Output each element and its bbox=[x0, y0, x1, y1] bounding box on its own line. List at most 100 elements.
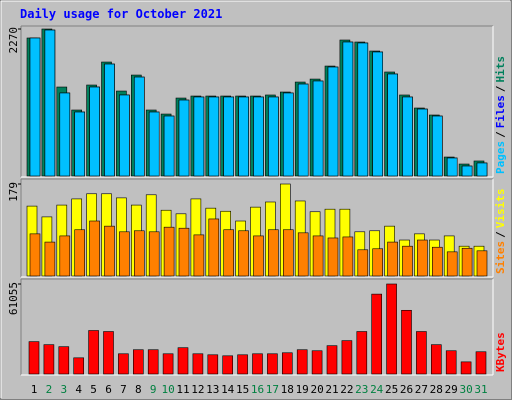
legend: Pages / Files / Hits bbox=[494, 56, 507, 174]
bar bbox=[387, 241, 398, 277]
bar bbox=[281, 352, 293, 375]
bar bbox=[238, 96, 249, 177]
x-tick-label: 10 bbox=[161, 383, 174, 396]
bar bbox=[297, 83, 309, 177]
legend-entry: Visits bbox=[494, 189, 507, 229]
bar bbox=[44, 241, 56, 277]
bar bbox=[59, 235, 71, 277]
x-tick-label: 11 bbox=[176, 383, 189, 396]
bar bbox=[193, 234, 205, 277]
bar bbox=[43, 344, 55, 375]
legend-separator: / bbox=[494, 131, 507, 138]
bar bbox=[89, 220, 100, 277]
bar bbox=[223, 229, 234, 277]
legend-entry: Pages bbox=[494, 141, 507, 174]
bar bbox=[461, 247, 473, 277]
x-tick-label: 14 bbox=[221, 383, 235, 396]
bar bbox=[372, 248, 384, 277]
y-tick-label: 179 bbox=[7, 182, 20, 202]
bar bbox=[312, 80, 324, 177]
bar bbox=[282, 229, 294, 277]
bar bbox=[460, 361, 472, 375]
bar bbox=[208, 96, 220, 177]
bar bbox=[430, 344, 442, 375]
legend-entry: KBytes bbox=[494, 332, 507, 372]
legend-entry: Hits bbox=[494, 56, 507, 83]
legend: Sites / Visits bbox=[494, 189, 507, 275]
bar bbox=[222, 355, 233, 375]
bar bbox=[192, 353, 204, 375]
bar bbox=[327, 237, 339, 277]
bar bbox=[253, 96, 264, 177]
chart-title: Daily usage for October 2021 bbox=[20, 7, 222, 21]
x-tick-label: 13 bbox=[206, 383, 219, 396]
x-tick-label: 23 bbox=[355, 383, 368, 396]
bar bbox=[401, 309, 412, 375]
x-tick-label: 1 bbox=[31, 383, 38, 396]
x-tick-label: 6 bbox=[105, 383, 112, 396]
x-tick-label: 2 bbox=[46, 383, 53, 396]
x-tick-label: 15 bbox=[236, 383, 249, 396]
bar bbox=[311, 350, 323, 375]
bar bbox=[119, 231, 130, 277]
bar bbox=[134, 76, 145, 177]
bar bbox=[29, 233, 41, 277]
bar bbox=[178, 99, 190, 177]
bar bbox=[402, 245, 413, 277]
x-tick-label: 12 bbox=[191, 383, 204, 396]
bar bbox=[371, 293, 383, 375]
bar bbox=[461, 165, 473, 177]
bar bbox=[88, 330, 99, 375]
bar bbox=[89, 86, 100, 177]
x-tick-label: 30 bbox=[459, 383, 472, 396]
bar bbox=[342, 41, 354, 177]
x-tick-label: 7 bbox=[120, 383, 127, 396]
x-tick-label: 29 bbox=[445, 383, 458, 396]
bar bbox=[372, 51, 384, 177]
bar bbox=[74, 229, 85, 277]
y-tick-label: 61055 bbox=[7, 282, 20, 315]
x-tick-label: 3 bbox=[60, 383, 67, 396]
bar bbox=[282, 92, 294, 177]
bar bbox=[118, 353, 129, 375]
x-tick-label: 19 bbox=[296, 383, 309, 396]
bar bbox=[357, 249, 369, 277]
x-tick-label: 25 bbox=[385, 383, 398, 396]
bar bbox=[297, 232, 309, 277]
bar bbox=[162, 353, 174, 375]
bar bbox=[119, 94, 130, 177]
legend-entry: Sites bbox=[494, 241, 507, 274]
bar bbox=[267, 353, 278, 375]
bar bbox=[357, 42, 369, 177]
bar bbox=[103, 331, 114, 375]
bar bbox=[104, 63, 115, 177]
x-tick-label: 17 bbox=[266, 383, 279, 396]
bar bbox=[44, 29, 56, 177]
bar bbox=[28, 341, 40, 375]
x-tick-label: 5 bbox=[90, 383, 97, 396]
bar bbox=[387, 73, 398, 177]
x-tick-label: 31 bbox=[474, 383, 487, 396]
bar bbox=[74, 111, 85, 177]
bar bbox=[59, 92, 71, 177]
x-tick-label: 27 bbox=[415, 383, 428, 396]
bar bbox=[431, 246, 443, 277]
bar bbox=[178, 227, 190, 277]
bar bbox=[133, 349, 144, 375]
x-tick-label: 28 bbox=[430, 383, 443, 396]
bar bbox=[431, 115, 443, 177]
bar bbox=[341, 340, 353, 375]
bar bbox=[416, 331, 427, 375]
x-tick-label: 21 bbox=[325, 383, 338, 396]
bar bbox=[177, 347, 189, 375]
legend-separator: / bbox=[494, 85, 507, 92]
bar bbox=[207, 354, 219, 375]
legend-separator: / bbox=[494, 231, 507, 238]
bar bbox=[268, 96, 279, 177]
x-tick-label: 8 bbox=[135, 383, 142, 396]
y-tick-label: 2270 bbox=[7, 27, 20, 54]
legend: KBytes bbox=[494, 332, 507, 372]
x-tick-label: 22 bbox=[340, 383, 353, 396]
